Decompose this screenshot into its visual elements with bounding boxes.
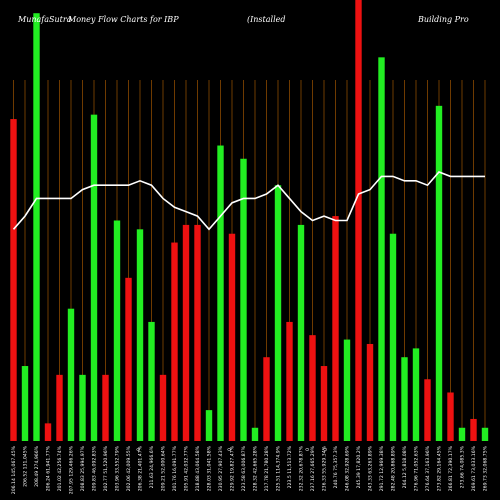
zero-marker: 0 xyxy=(227,448,233,451)
x-tick-label: 282.48 20,868.89% xyxy=(391,445,397,491)
bar-up xyxy=(343,339,351,441)
bar-up xyxy=(378,57,385,441)
bar-down xyxy=(355,0,362,441)
x-tick-label: 232.32 20,678.87% xyxy=(299,445,305,491)
x-tick-label: 223.58 63,006.87% xyxy=(241,445,247,491)
bar-up xyxy=(435,105,443,441)
x-tick-label: 217.78 21,780.28% xyxy=(264,445,270,491)
zero-marker: 0 xyxy=(136,448,142,451)
bar-up xyxy=(33,13,40,441)
company-label-rest: Building Pro xyxy=(417,15,469,24)
bar-down xyxy=(366,343,374,441)
zero-marker: 0 xyxy=(323,448,329,451)
x-tick-label: 206.38 21,401.47% xyxy=(138,445,144,491)
bar-down xyxy=(10,119,17,441)
x-tick-label: 240.76 75,357.3% xyxy=(333,445,339,488)
x-tick-label: 266.81 72,390.17% xyxy=(448,445,454,491)
bar-up xyxy=(79,374,86,441)
bar-up xyxy=(458,427,466,441)
x-tick-label: 229.92 19,827.47% xyxy=(230,445,236,491)
bar-up xyxy=(401,357,408,441)
bar-down xyxy=(102,374,109,441)
x-tick-label: 203.96 33,552.79% xyxy=(115,445,121,491)
bar-down xyxy=(194,224,201,441)
x-tick-label: 206.24 61,941.77% xyxy=(46,445,52,491)
x-tick-label: 264.12 5,818.08% xyxy=(402,445,408,488)
money-flow-line xyxy=(12,171,485,231)
bar-down xyxy=(263,357,270,441)
bar-layer xyxy=(10,0,489,441)
x-tick-label: 201.76 16,091.77% xyxy=(172,445,178,491)
bar-up xyxy=(481,427,489,441)
x-tick-label: 243.33 63,263.89% xyxy=(368,445,374,491)
x-tick-label: 202.77 51,520.96% xyxy=(103,445,109,491)
x-tick-label: 245.39 17,820.2% xyxy=(356,445,362,488)
x-tick-label: 273.82 29,164.45% xyxy=(437,445,443,491)
x-tick-label: 211.63 24,966.6% xyxy=(149,445,155,488)
x-tick-label: 209.21 52,000.64% xyxy=(161,445,167,491)
x-tick-label: 205.91 42,032.77% xyxy=(184,445,190,491)
bar-down xyxy=(286,321,293,441)
x-tick-label: 206.14 145,067.45% xyxy=(11,445,17,494)
bar-up xyxy=(136,229,144,441)
bar-down xyxy=(332,216,339,441)
bar-up xyxy=(90,114,98,441)
bar-up xyxy=(297,224,305,441)
x-tick-label: 202.06 42,009.55% xyxy=(126,445,132,491)
bar-down xyxy=(182,224,190,441)
bar-up xyxy=(240,158,247,441)
bar-down xyxy=(320,366,328,441)
x-tick-label: 225.51 114,374.9% xyxy=(276,445,282,491)
bar-up xyxy=(274,185,282,441)
bar-up xyxy=(389,233,397,441)
x-tick-label: 273.66 74,085.3% xyxy=(460,445,466,488)
x-tick-label: 276.96 71,052.63% xyxy=(414,445,420,491)
bar-down xyxy=(309,335,316,441)
bar-down xyxy=(447,392,454,441)
brand-label: MunafaSutra xyxy=(17,15,72,24)
x-tick-label: 246.08 32,928.69% xyxy=(345,445,351,491)
x-tick-label: 218.88 43,064.58% xyxy=(195,445,201,491)
bar-up xyxy=(217,145,224,441)
x-tick-label: 223.5 11,513.72% xyxy=(287,445,293,488)
bar-down xyxy=(171,242,178,441)
x-tick-label: 291.72 12,969.38% xyxy=(379,445,385,491)
line-layer xyxy=(12,171,485,231)
x-tick-label: 237.16 27,665.29% xyxy=(310,445,316,491)
bar-down xyxy=(44,423,52,441)
bar-down xyxy=(424,379,431,441)
company-label: (Installed xyxy=(247,15,286,24)
bar-up xyxy=(113,220,121,441)
bar-down xyxy=(159,374,167,441)
bar-up xyxy=(148,321,155,441)
x-tick-label: 228.03 31,041.58% xyxy=(207,445,213,491)
x-tick-label: 207.95 129,466.26% xyxy=(69,445,75,494)
chart-title: Money Flow Charts for IBP xyxy=(67,15,179,24)
x-tick-label: 206.52 131,045% xyxy=(23,445,29,487)
x-tick-label: 276.64 37,163.96% xyxy=(425,445,431,491)
x-tick-label: 209.83 46,092.83% xyxy=(92,445,98,491)
x-tick-label: 269.61 73,033.16% xyxy=(471,445,477,491)
bar-up xyxy=(21,366,29,441)
x-tick-label: 230.95 27,907.43% xyxy=(218,445,224,491)
bar-up xyxy=(412,348,420,441)
tick-label-layer: 206.14 145,067.45% 206.52 131,045% 208.49 … xyxy=(11,445,489,494)
bar-down xyxy=(125,277,132,441)
bar-up xyxy=(67,308,75,441)
bar-up xyxy=(205,410,213,441)
x-tick-label: 269.73 32,068.75% xyxy=(483,445,489,491)
zero-marker: 0 xyxy=(305,448,311,451)
bar-down xyxy=(228,233,236,441)
x-tick-label: 208.49 274,966% xyxy=(34,445,40,487)
x-tick-label: 201.02 42,256.74% xyxy=(57,445,63,491)
bar-down xyxy=(470,418,477,441)
x-tick-label: 228.32 42,665.28% xyxy=(253,445,259,491)
bar-down xyxy=(56,374,63,441)
bar-up xyxy=(251,427,259,441)
x-tick-label: 236.33 55,929.34% xyxy=(322,445,328,491)
x-tick-label: 208.83 25,994.97% xyxy=(80,445,86,491)
mid-marker-layer: 0 0 0 0 xyxy=(136,448,329,451)
